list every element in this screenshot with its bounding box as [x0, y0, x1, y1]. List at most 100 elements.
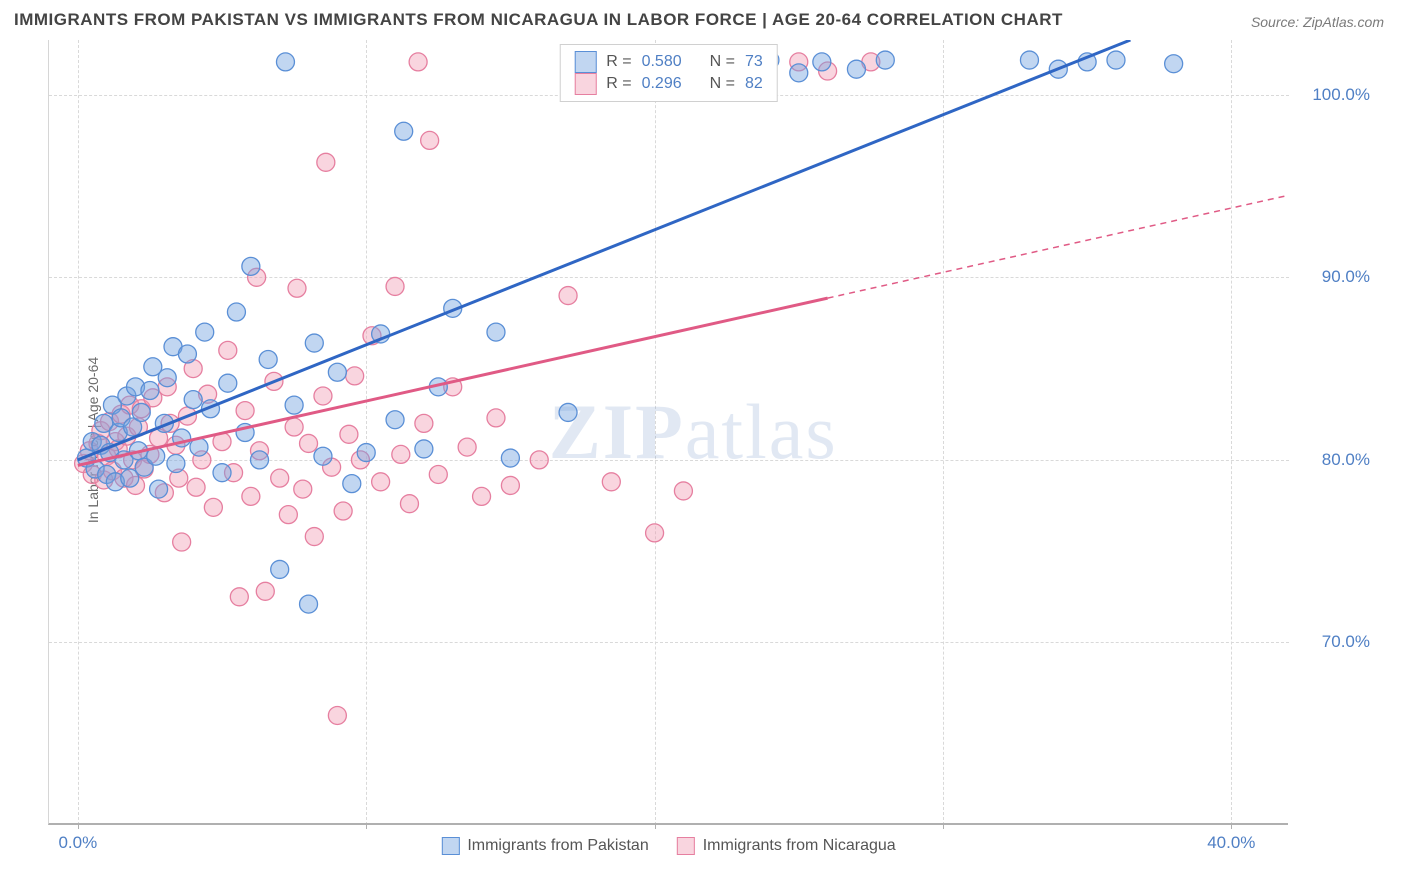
x-tick-label: 0.0%: [58, 833, 97, 853]
scatter-point-nicaragua: [144, 389, 162, 407]
scatter-point-pakistan: [271, 560, 289, 578]
legend-label-1: Immigrants from Nicaragua: [703, 837, 896, 855]
scatter-point-nicaragua: [271, 469, 289, 487]
scatter-point-pakistan: [429, 378, 447, 396]
scatter-point-pakistan: [150, 480, 168, 498]
scatter-point-pakistan: [86, 460, 104, 478]
scatter-point-nicaragua: [674, 482, 692, 500]
legend-bottom-item: Immigrants from Nicaragua: [677, 837, 896, 855]
scatter-point-pakistan: [415, 440, 433, 458]
x-tick-mark: [1231, 823, 1232, 829]
scatter-point-nicaragua: [421, 131, 439, 149]
scatter-point-nicaragua: [199, 385, 217, 403]
scatter-point-pakistan: [101, 444, 119, 462]
scatter-point-pakistan: [305, 334, 323, 352]
scatter-point-pakistan: [184, 391, 202, 409]
scatter-point-pakistan: [135, 458, 153, 476]
scatter-point-nicaragua: [279, 506, 297, 524]
scatter-point-nicaragua: [265, 372, 283, 390]
legend-n-value-0: 73: [745, 53, 763, 71]
legend-r-prefix: R =: [606, 53, 631, 71]
watermark-rest: atlas: [685, 388, 838, 475]
scatter-point-nicaragua: [473, 487, 491, 505]
legend-bottom-item: Immigrants from Pakistan: [441, 837, 648, 855]
scatter-point-pakistan: [95, 414, 113, 432]
scatter-point-pakistan: [213, 464, 231, 482]
scatter-point-pakistan: [1078, 53, 1096, 71]
scatter-point-nicaragua: [294, 480, 312, 498]
scatter-point-pakistan: [103, 396, 121, 414]
source-label: Source: ZipAtlas.com: [1251, 14, 1384, 30]
scatter-point-nicaragua: [103, 462, 121, 480]
scatter-point-pakistan: [236, 424, 254, 442]
scatter-point-nicaragua: [115, 469, 133, 487]
scatter-point-nicaragua: [314, 387, 332, 405]
scatter-point-nicaragua: [150, 429, 168, 447]
scatter-point-nicaragua: [95, 471, 113, 489]
scatter-point-pakistan: [77, 449, 95, 467]
scatter-point-nicaragua: [790, 53, 808, 71]
scatter-point-nicaragua: [236, 402, 254, 420]
scatter-point-nicaragua: [862, 53, 880, 71]
scatter-point-nicaragua: [256, 582, 274, 600]
scatter-point-nicaragua: [101, 413, 119, 431]
regression-line-dashed-nicaragua: [828, 195, 1289, 298]
plot-wrap: In Labor Force | Age 20-64 ZIPatlas R = …: [48, 40, 1378, 840]
scatter-point-nicaragua: [161, 414, 179, 432]
scatter-point-nicaragua: [602, 473, 620, 491]
scatter-point-pakistan: [876, 51, 894, 69]
scatter-point-pakistan: [372, 325, 390, 343]
scatter-point-nicaragua: [178, 407, 196, 425]
scatter-point-pakistan: [300, 595, 318, 613]
scatter-point-pakistan: [118, 387, 136, 405]
scatter-point-nicaragua: [300, 434, 318, 452]
scatter-point-nicaragua: [323, 458, 341, 476]
scatter-point-pakistan: [144, 358, 162, 376]
scatter-point-pakistan: [285, 396, 303, 414]
scatter-point-nicaragua: [372, 473, 390, 491]
scatter-point-pakistan: [167, 455, 185, 473]
scatter-point-nicaragua: [230, 588, 248, 606]
scatter-point-nicaragua: [415, 414, 433, 432]
scatter-point-nicaragua: [819, 62, 837, 80]
scatter-point-pakistan: [559, 403, 577, 421]
scatter-point-nicaragua: [89, 434, 107, 452]
y-tick-label: 70.0%: [1322, 632, 1370, 652]
scatter-point-pakistan: [487, 323, 505, 341]
scatter-point-pakistan: [141, 382, 159, 400]
legend-label-0: Immigrants from Pakistan: [467, 837, 648, 855]
scatter-point-pakistan: [124, 418, 142, 436]
scatter-point-pakistan: [196, 323, 214, 341]
scatter-point-nicaragua: [80, 442, 98, 460]
x-tick-label: 40.0%: [1207, 833, 1255, 853]
scatter-point-nicaragua: [184, 360, 202, 378]
gridline-h: [49, 642, 1289, 643]
chart-title: IMMIGRANTS FROM PAKISTAN VS IMMIGRANTS F…: [14, 10, 1063, 30]
scatter-point-pakistan: [790, 64, 808, 82]
scatter-point-nicaragua: [386, 277, 404, 295]
legend-bottom: Immigrants from Pakistan Immigrants from…: [441, 837, 895, 855]
scatter-point-pakistan: [83, 433, 101, 451]
scatter-point-pakistan: [242, 257, 260, 275]
gridline-v: [943, 40, 944, 825]
gridline-v: [1231, 40, 1232, 825]
scatter-point-nicaragua: [135, 460, 153, 478]
scatter-point-nicaragua: [328, 706, 346, 724]
scatter-point-nicaragua: [487, 409, 505, 427]
scatter-point-pakistan: [155, 414, 173, 432]
scatter-point-nicaragua: [129, 418, 147, 436]
x-tick-mark: [943, 823, 944, 829]
scatter-point-pakistan: [147, 447, 165, 465]
scatter-point-nicaragua: [213, 433, 231, 451]
scatter-point-pakistan: [386, 411, 404, 429]
legend-r-value-1: 0.296: [642, 75, 682, 93]
legend-top-row: R = 0.296 N = 82: [574, 73, 763, 95]
legend-top-row: R = 0.580 N = 73: [574, 51, 763, 73]
legend-r-value-0: 0.580: [642, 53, 682, 71]
scatter-point-pakistan: [501, 449, 519, 467]
scatter-point-pakistan: [164, 338, 182, 356]
scatter-point-pakistan: [813, 53, 831, 71]
scatter-point-nicaragua: [118, 427, 136, 445]
scatter-point-pakistan: [121, 469, 139, 487]
scatter-point-pakistan: [444, 299, 462, 317]
